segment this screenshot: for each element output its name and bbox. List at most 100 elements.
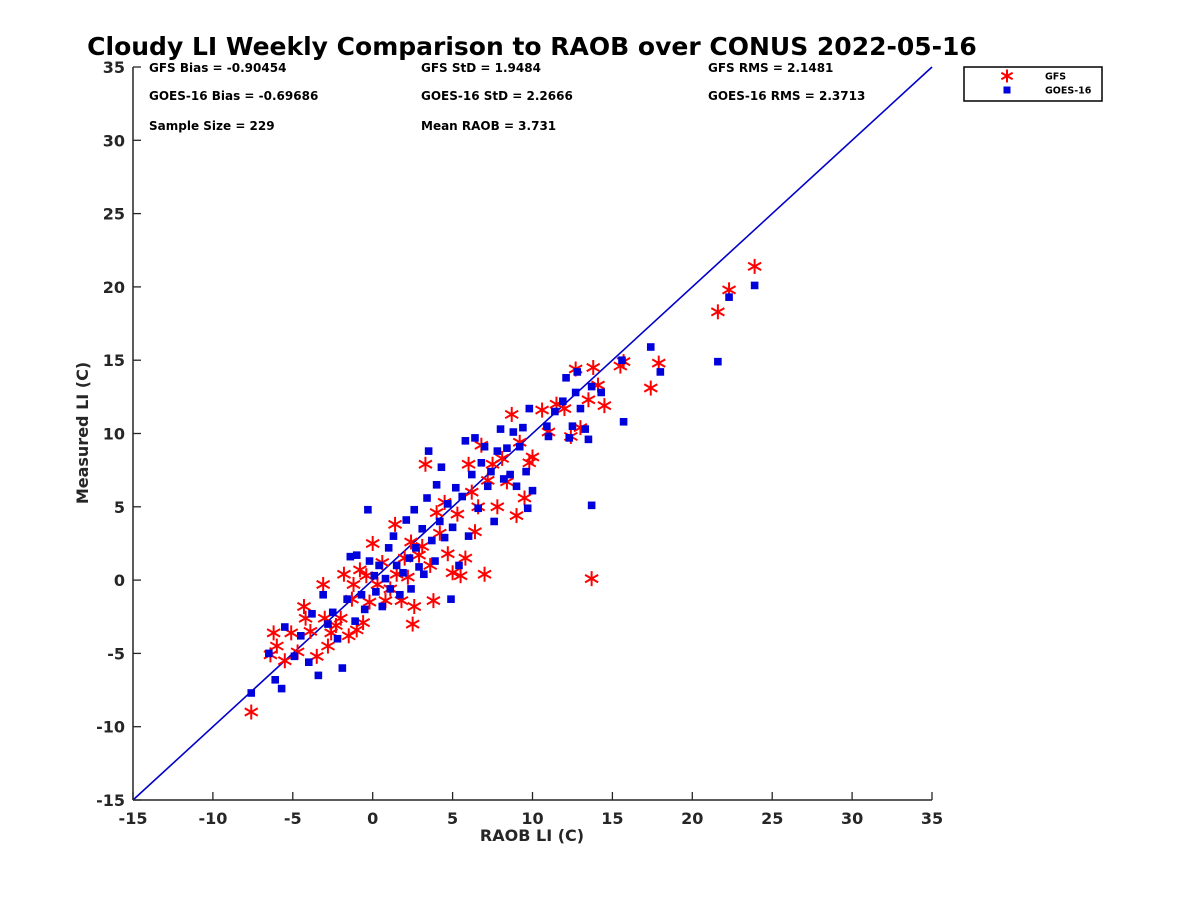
goes-16-point <box>352 551 361 559</box>
goes-16-point <box>333 634 342 643</box>
goes-16-point <box>420 570 428 579</box>
goes-16-point <box>290 652 299 661</box>
series-goes-16 <box>247 281 759 697</box>
goes-16-point <box>587 382 596 391</box>
goes-16-point <box>375 561 383 570</box>
y-tick-label: -10 <box>96 718 125 737</box>
goes-16-point <box>447 595 455 603</box>
goes-16-point <box>428 536 436 545</box>
goes-16-point <box>384 544 393 552</box>
goes-16-point <box>543 422 551 430</box>
y-tick-label: 10 <box>103 425 125 444</box>
goes-16-point <box>568 422 577 430</box>
y-tick-label: -15 <box>96 791 125 810</box>
gfs-point <box>244 704 259 720</box>
goes-16-point <box>410 505 419 514</box>
goes-16-point <box>277 684 286 693</box>
y-axis-label: Measured LI (C) <box>73 362 92 504</box>
gfs-point <box>405 616 420 632</box>
goes-16-point <box>523 504 532 513</box>
gfs-point <box>266 625 281 641</box>
stat-text: GFS RMS = 2.1481 <box>708 61 833 75</box>
goes-16-point <box>581 425 590 433</box>
gfs-point <box>320 638 335 654</box>
gfs-point <box>303 623 318 639</box>
x-tick-label: 5 <box>447 809 458 828</box>
goes-16-point <box>503 444 511 452</box>
y-tick-label: 20 <box>103 278 125 297</box>
goes-16-point <box>281 623 289 631</box>
goes-16-point <box>573 368 582 376</box>
goes-16-point <box>512 482 521 491</box>
goes-16-point <box>405 554 414 562</box>
stat-text: Sample Size = 229 <box>149 119 275 133</box>
goes-16-point <box>496 425 505 433</box>
gfs-point <box>495 450 510 466</box>
goes-16-point <box>576 404 585 413</box>
goes-16-point <box>370 571 379 580</box>
gfs-point <box>710 304 725 320</box>
legend-box <box>963 66 1103 102</box>
gfs-point <box>296 598 312 614</box>
goes-16-point <box>451 483 460 492</box>
goes-16-point <box>431 557 439 565</box>
goes-16-point <box>314 671 323 680</box>
y-tick-label: 30 <box>103 131 125 150</box>
x-tick-label: 30 <box>841 809 863 828</box>
gfs-point <box>535 402 550 418</box>
one-to-one-line <box>132 66 933 801</box>
goes-16-point <box>656 368 665 376</box>
goes-16-point <box>499 475 508 483</box>
goes-16-point <box>365 557 374 565</box>
reference-line-layer <box>132 66 933 801</box>
x-tick-label: 10 <box>521 809 543 828</box>
goes-16-point <box>587 501 596 510</box>
x-tick-label: -10 <box>198 809 227 828</box>
goes-16-point <box>357 590 366 599</box>
goes-16-point <box>487 467 495 476</box>
goes-16-point <box>544 432 553 441</box>
goes-16-point <box>528 486 537 495</box>
stat-text: GFS Bias = -0.90454 <box>149 61 286 75</box>
axes: -15 -10 -5 0 5 10 15 20 25 30 35 -15 -10 -5 0 5 10 15 20 25… <box>96 58 943 828</box>
gfs-point <box>336 566 351 582</box>
y-tick-label: 25 <box>103 205 125 224</box>
goes-16-point <box>444 500 452 508</box>
gfs-point <box>504 406 519 422</box>
gfs-point <box>509 508 524 524</box>
x-axis-label: RAOB LI (C) <box>480 826 584 845</box>
stat-text: GOES-16 RMS = 2.3713 <box>708 89 865 103</box>
gfs-point <box>477 566 492 582</box>
goes-16-point <box>319 590 327 599</box>
goes-16-point <box>483 482 492 491</box>
x-tick-label: 35 <box>921 809 943 828</box>
goes-16-point <box>351 617 359 625</box>
gfs-point <box>440 546 455 562</box>
gfs-point <box>643 380 658 396</box>
goes-16-point <box>308 610 316 618</box>
goes-16-point <box>389 532 398 540</box>
goes-16-point <box>471 434 479 442</box>
goes-16-point <box>346 552 355 561</box>
goes-16-point <box>378 602 387 611</box>
goes-16-point <box>519 423 527 432</box>
gfs-point <box>269 638 284 654</box>
gfs-point <box>346 576 361 592</box>
legend-label: GFS <box>1045 72 1066 83</box>
goes-16-point <box>360 605 369 614</box>
goes-16-point <box>424 447 433 455</box>
gfs-point <box>581 392 596 408</box>
plot-area: -15 -10 -5 0 5 10 15 20 25 30 35 -15 -10 -5 0 5 10 15 20 25… <box>96 58 943 828</box>
goes-16-point <box>440 533 449 542</box>
x-tick-label: 0 <box>367 809 378 828</box>
gfs-point <box>426 593 441 609</box>
goes-16-point <box>619 417 628 426</box>
y-tick-label: -5 <box>107 644 125 663</box>
goes-16-point <box>392 561 401 570</box>
goes-16-point <box>750 281 759 290</box>
goes-16-point <box>597 388 606 397</box>
goes-16-point <box>271 675 280 684</box>
series-gfs <box>244 258 762 720</box>
gfs-point <box>362 594 377 610</box>
